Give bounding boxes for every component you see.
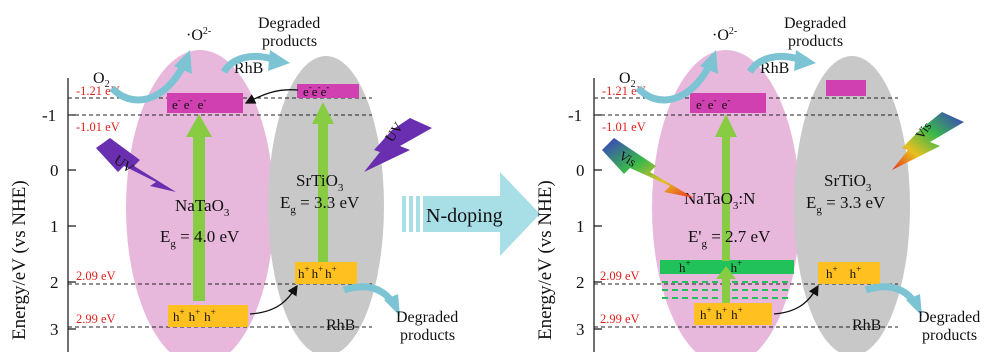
- tick-2: 2: [576, 273, 585, 292]
- electron-label: e-e-e-: [172, 95, 206, 112]
- degraded-products-label: products: [400, 327, 455, 344]
- srtio3-vb-band: [818, 262, 880, 284]
- n-doping-arrow: N-doping: [402, 172, 540, 256]
- curved-arrow: [342, 283, 400, 316]
- degraded-products-label: products: [262, 33, 317, 50]
- level-label: -1.21 eV: [76, 84, 120, 98]
- tick-3: 3: [50, 320, 59, 339]
- natao3n-label: NaTaO3:N: [684, 189, 755, 212]
- degraded-products-label: Degraded: [784, 15, 846, 32]
- right-panel: -1 0 1 2 3 Energy/eV (vs NHE) -1.21 eV -…: [535, 15, 980, 352]
- level-label: 2.99 eV: [76, 312, 116, 326]
- degraded-products-label: products: [922, 327, 977, 344]
- level-label: -1.21 eV: [602, 84, 646, 98]
- degraded-products-label: Degraded: [258, 15, 320, 32]
- srtio3-gap-label: Eg = 3.3 eV: [280, 193, 360, 216]
- electron-transfer-arrow: [244, 89, 299, 104]
- curved-arrow: [635, 50, 718, 104]
- rhb-label: RhB: [760, 60, 789, 77]
- tick-2: 2: [50, 273, 59, 292]
- left-panel: -1 0 1 2 3 Energy/eV (vs NHE) -1.21 eV -…: [9, 15, 458, 352]
- degraded-products-label: products: [788, 33, 843, 50]
- vis-bolt-icon: Vis: [892, 112, 964, 170]
- curved-arrow: [220, 50, 290, 75]
- o2-label: O2: [619, 70, 636, 90]
- hole-label: h+ h+: [826, 264, 861, 281]
- superoxide-label: ·O2-: [186, 26, 211, 44]
- srtio3-gap-label: Eg = 3.3 eV: [806, 193, 886, 216]
- superoxide-label: ·O2-: [712, 26, 737, 44]
- curved-arrow: [746, 50, 816, 75]
- srtio3-vb-band: [295, 262, 357, 284]
- natao3n-gap-label: E'g = 2.7 eV: [688, 227, 771, 250]
- tick-3: 3: [576, 320, 585, 339]
- y-ticks: [68, 114, 76, 330]
- level-label: -1.01 eV: [76, 120, 120, 134]
- excitation-arrow: [186, 114, 212, 301]
- hole-transfer-arrow: [773, 284, 819, 315]
- y-axis-label: Energy/eV (vs NHE): [535, 180, 556, 340]
- level-label: -1.01 eV: [602, 120, 646, 134]
- y-ticks: [594, 114, 602, 330]
- tick-0: 0: [50, 161, 59, 180]
- excitation-arrow-lower: [716, 266, 736, 303]
- n-doping-label: N-doping: [426, 205, 503, 227]
- uv-bolt-icon: UV: [96, 138, 176, 192]
- degraded-products-label: Degraded: [396, 309, 458, 326]
- level-label: 2.09 eV: [600, 269, 640, 283]
- rhb-label: RhB: [234, 60, 263, 77]
- n-level-band: [660, 260, 794, 274]
- srtio3-cb-band: [826, 80, 866, 96]
- srtio3-label: SrTiO3: [824, 171, 872, 194]
- natao3n-cb-band: [690, 93, 766, 113]
- degraded-products-label: Degraded: [918, 309, 980, 326]
- natao3-gap-label: Eg = 4.0 eV: [160, 227, 240, 250]
- srtio3-label: SrTiO3: [296, 171, 344, 194]
- natao3n-vb-band: [694, 303, 772, 325]
- hole-label: h+ h+: [679, 258, 742, 275]
- o2-label: O2: [93, 70, 110, 90]
- electron-label: e-e-e-: [696, 95, 730, 112]
- curved-arrow: [864, 283, 922, 316]
- natao3-vb-band: [168, 305, 248, 327]
- tick-1: 1: [576, 217, 585, 236]
- srtio3-cb-band: [297, 84, 359, 98]
- rhb-label: RhB: [852, 317, 881, 334]
- tick-minus1: -1: [42, 106, 56, 125]
- excitation-arrow: [715, 114, 737, 261]
- hole-label: h+ h+ h+: [700, 305, 743, 322]
- level-label: 2.09 eV: [76, 269, 116, 283]
- tick-1: 1: [50, 217, 59, 236]
- level-label: 2.99 eV: [600, 312, 640, 326]
- hole-label: h+ h+ h+: [298, 264, 337, 281]
- tick-0: 0: [576, 161, 585, 180]
- vis-bolt-icon: Vis: [602, 138, 694, 198]
- electron-label: e-e-e-: [303, 82, 329, 99]
- y-axis-label: Energy/eV (vs NHE): [9, 180, 30, 340]
- hole-transfer-arrow: [249, 284, 298, 315]
- natao3-cb-band: [167, 93, 243, 113]
- curved-arrow: [109, 50, 192, 104]
- tick-minus1: -1: [568, 106, 582, 125]
- rhb-label: RhB: [326, 317, 355, 334]
- excitation-arrow: [312, 102, 334, 262]
- natao3-label: NaTaO3: [175, 196, 230, 219]
- hole-label: h+ h+ h+: [173, 307, 216, 324]
